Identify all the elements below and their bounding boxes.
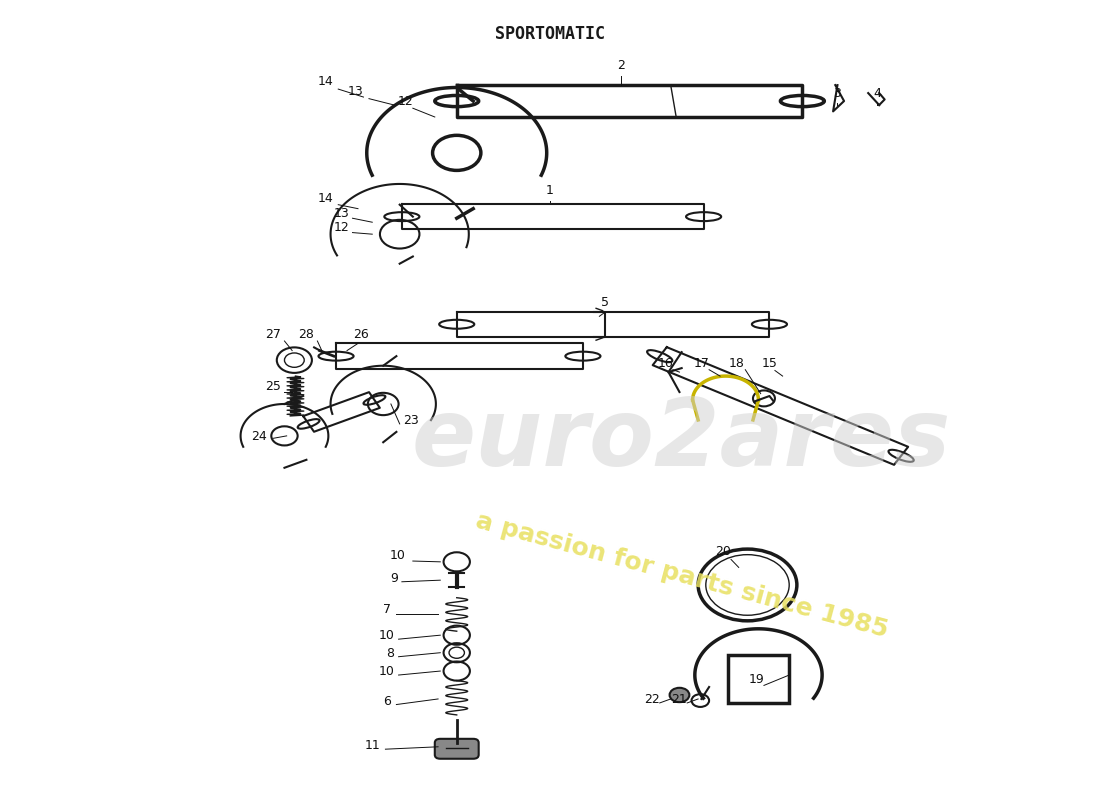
- Text: SPORTOMATIC: SPORTOMATIC: [495, 26, 605, 43]
- Text: 10: 10: [378, 629, 394, 642]
- Text: 25: 25: [265, 381, 282, 394]
- Text: 9: 9: [390, 572, 398, 585]
- Text: 28: 28: [298, 328, 315, 341]
- Circle shape: [670, 688, 690, 702]
- Text: 12: 12: [397, 95, 412, 108]
- Text: 6: 6: [383, 694, 390, 707]
- Text: 24: 24: [252, 430, 267, 443]
- Text: 22: 22: [645, 693, 660, 706]
- Text: 8: 8: [386, 646, 394, 660]
- Text: euro2ares: euro2ares: [412, 394, 952, 486]
- Text: 2: 2: [617, 59, 625, 72]
- Text: 15: 15: [761, 357, 778, 370]
- Text: 26: 26: [353, 328, 370, 341]
- Text: 3: 3: [834, 87, 842, 100]
- FancyBboxPatch shape: [434, 739, 478, 758]
- Text: 12: 12: [333, 221, 350, 234]
- Text: 13: 13: [333, 206, 350, 220]
- Text: 5: 5: [601, 296, 609, 309]
- Text: 1: 1: [546, 184, 554, 198]
- Text: 7: 7: [383, 603, 390, 616]
- Text: 23: 23: [403, 414, 418, 427]
- Text: 14: 14: [317, 75, 333, 88]
- Text: 16: 16: [658, 357, 673, 370]
- Text: 14: 14: [317, 192, 333, 206]
- Text: 4: 4: [873, 87, 881, 100]
- Text: 17: 17: [693, 357, 710, 370]
- Text: a passion for parts since 1985: a passion for parts since 1985: [473, 509, 891, 642]
- Text: 18: 18: [728, 357, 745, 370]
- Text: 19: 19: [748, 673, 764, 686]
- Text: 13: 13: [348, 86, 364, 98]
- Text: 27: 27: [265, 328, 282, 341]
- Text: 10: 10: [378, 665, 394, 678]
- Text: 10: 10: [389, 550, 405, 562]
- Text: 11: 11: [364, 739, 380, 752]
- Bar: [728, 655, 789, 703]
- Text: 21: 21: [672, 693, 688, 706]
- Text: 20: 20: [715, 546, 732, 558]
